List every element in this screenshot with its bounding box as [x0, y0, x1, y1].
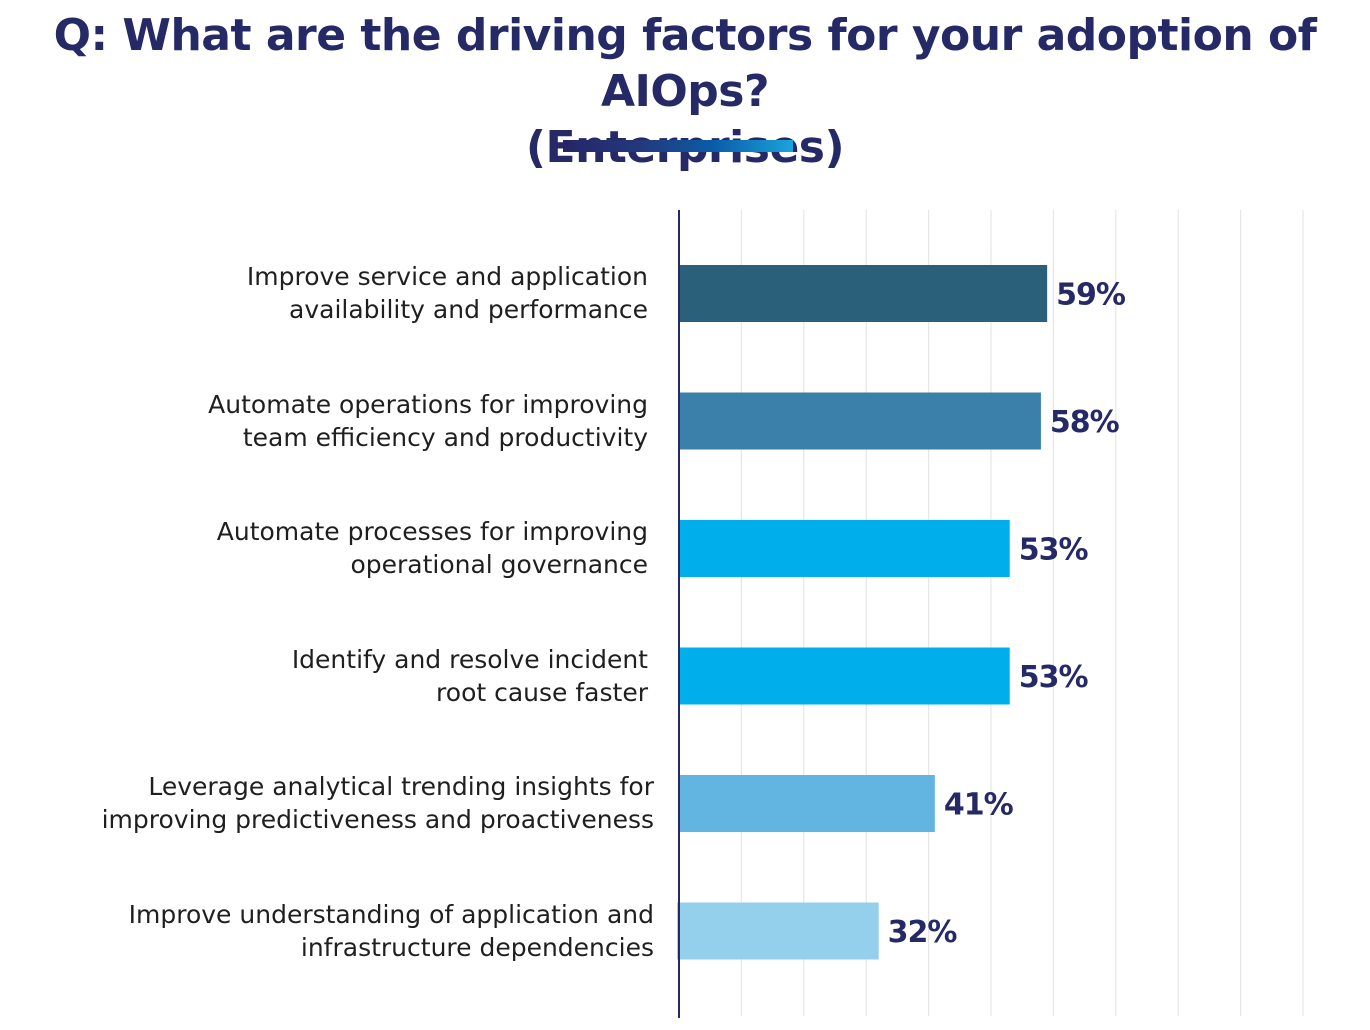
- chart-title: Q: What are the driving factors for your…: [0, 8, 1370, 176]
- category-label-line: improving predictiveness and proactivene…: [101, 805, 654, 834]
- category-label: Automate processes for improving operatio…: [217, 515, 648, 581]
- data-label: 53%: [1019, 533, 1089, 568]
- bar: [679, 265, 1048, 322]
- category-label-line: Automate operations for improving: [208, 389, 648, 419]
- data-label: 59%: [1056, 278, 1126, 313]
- category-label-line: availability and performance: [289, 295, 648, 324]
- data-label: 58%: [1050, 405, 1120, 440]
- data-label: 41%: [944, 788, 1014, 823]
- data-label: 32%: [888, 915, 958, 950]
- category-label-line: Leverage analytical trending insights fo…: [148, 772, 654, 801]
- category-label: Automate operations for improving team ef…: [208, 388, 648, 454]
- category-label-line: Improve service and application: [246, 262, 648, 291]
- data-label: 53%: [1019, 660, 1089, 695]
- category-label: Leverage analytical trending insights fo…: [102, 770, 654, 836]
- chart-title-line-1: Q: What are the driving factors for your…: [53, 10, 1317, 117]
- category-label-line: operational governance: [350, 550, 648, 579]
- category-label-line: root cause faster: [436, 677, 648, 707]
- category-label-line: team efficiency and productivity: [242, 422, 648, 452]
- category-label-line: infrastructure dependencies: [300, 932, 654, 962]
- category-label: Improve service and application availabil…: [247, 260, 648, 326]
- category-label-line: Identify and resolve incident: [291, 644, 648, 674]
- category-label: Identify and resolve incident root cause …: [292, 643, 648, 709]
- bar: [677, 902, 879, 960]
- category-label-line: Improve understanding of application and: [128, 899, 654, 929]
- bar: [679, 520, 1010, 577]
- category-label: Improve understanding of application and…: [129, 898, 654, 964]
- title-underline-gradient-bar: [563, 140, 793, 152]
- bar: [679, 392, 1041, 450]
- bar: [679, 647, 1010, 705]
- category-label-line: Automate processes for improving: [216, 517, 648, 546]
- bar: [679, 775, 935, 832]
